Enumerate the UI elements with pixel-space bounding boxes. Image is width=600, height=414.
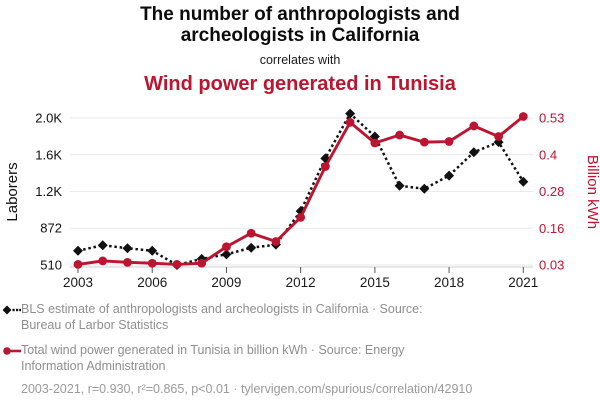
marker-diamond <box>122 243 133 254</box>
marker-diamond <box>419 183 430 194</box>
y-axis-title-right: Billion kWh <box>584 155 600 229</box>
marker-circle <box>123 257 132 267</box>
title-line-2: archeologists in California <box>180 25 420 46</box>
y-tick-label-right: 0.28 <box>539 184 564 199</box>
marker-circle <box>296 212 306 222</box>
y-tick-label-right: 0.16 <box>539 221 564 236</box>
chart-header: The number of anthropologists and archeo… <box>0 4 600 96</box>
circle-solid-line-icon <box>3 347 21 355</box>
x-tick-label: 2015 <box>360 275 390 290</box>
subtitle-red: Wind power generated in Tunisia <box>144 73 456 95</box>
x-tick-label: 2012 <box>286 275 316 290</box>
marker-circle <box>222 242 231 252</box>
marker-diamond <box>221 249 232 260</box>
y-tick-label-right: 0.4 <box>539 147 557 162</box>
stats-footer: 2003-2021, r=0.930, r²=0.865, p<0.01 · t… <box>21 382 473 396</box>
y-tick-label-left: 2.0K <box>35 111 62 126</box>
marker-circle <box>444 137 454 146</box>
marker-diamond <box>73 245 83 256</box>
title-line-1: The number of anthropologists and <box>140 4 460 25</box>
legend-line: Information Administration <box>21 359 166 373</box>
y-tick-label-left: 872 <box>40 221 62 236</box>
marker-circle <box>345 118 355 127</box>
x-tick-label: 2018 <box>434 275 464 290</box>
marker-circle <box>98 256 108 266</box>
marker-diamond <box>369 131 380 142</box>
marker-circle <box>320 162 330 171</box>
marker-diamond <box>518 176 529 187</box>
marker-diamond <box>97 240 108 251</box>
marker-circle <box>370 138 380 148</box>
line-chart: 2003 2006 2009 2012 2015 2018 2021 510 872 1.2K 1.… <box>4 108 600 290</box>
marker-circle <box>246 228 256 238</box>
x-tick-label: 2009 <box>211 275 241 290</box>
legend-item-laborers: BLS estimate of anthropologists and arch… <box>3 301 578 333</box>
legend-text: BLS estimate of anthropologists and arch… <box>21 301 423 333</box>
y-axis-title-left: Laborers <box>4 162 21 221</box>
x-tick-label: 2021 <box>508 275 538 290</box>
legend-line: Total wind power generated in Tunisia in… <box>21 343 405 357</box>
marker-diamond <box>147 245 158 256</box>
marker-circle <box>494 132 503 141</box>
y-tick-label-left: 1.6K <box>35 147 62 162</box>
legend: BLS estimate of anthropologists and arch… <box>3 301 578 374</box>
diamond-dashed-line-icon <box>3 305 21 315</box>
x-tick-label: 2003 <box>63 275 93 290</box>
y-tick-label-left: 510 <box>40 258 62 273</box>
y-tick-label-right: 0.03 <box>539 258 564 273</box>
marker-circle <box>172 260 182 269</box>
legend-text: Total wind power generated in Tunisia in… <box>21 342 405 374</box>
marker-diamond <box>394 180 405 191</box>
page-title: The number of anthropologists and archeo… <box>0 4 600 46</box>
marker-circle <box>469 121 479 131</box>
marker-circle <box>147 258 157 268</box>
marker-circle <box>518 112 528 121</box>
marker-circle <box>395 130 405 140</box>
marker-diamond <box>345 108 356 119</box>
y-tick-label-right: 0.53 <box>539 111 564 126</box>
marker-circle <box>419 137 429 147</box>
legend-line: BLS estimate of anthropologists and arch… <box>21 302 423 316</box>
marker-diamond <box>468 147 479 158</box>
legend-line: Bureau of Larbor Statistics <box>21 318 169 332</box>
legend-item-wind: Total wind power generated in Tunisia in… <box>3 342 578 374</box>
marker-circle <box>73 260 83 269</box>
series-line-circle <box>77 115 525 266</box>
marker-diamond <box>444 170 455 181</box>
x-tick-label: 2006 <box>137 275 167 290</box>
title-connector: correlates with <box>259 53 341 67</box>
marker-circle <box>197 258 207 268</box>
marker-diamond <box>246 242 257 253</box>
marker-circle <box>271 237 281 246</box>
y-tick-label-left: 1.2K <box>35 184 62 199</box>
